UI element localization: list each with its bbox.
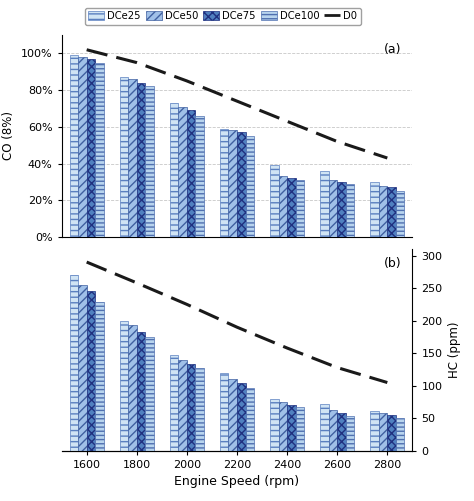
Bar [178,107,187,237]
Bar [337,413,346,451]
Bar [237,132,246,237]
Bar [128,79,137,237]
Bar [146,337,154,451]
Text: (a): (a) [384,43,402,56]
Bar [279,176,287,237]
Bar [279,402,287,451]
Bar [296,407,304,451]
Bar [220,373,228,451]
Bar [237,383,246,451]
Bar [87,292,95,451]
Bar [387,415,396,451]
Bar [187,110,195,237]
Bar [228,130,237,237]
Bar [287,405,296,451]
Bar [95,63,104,237]
Bar [246,136,254,237]
Bar [228,379,237,451]
Y-axis label: HC (ppm): HC (ppm) [448,322,461,378]
Bar [78,57,87,237]
Bar [396,418,404,451]
Bar [346,184,354,237]
Bar [320,171,328,237]
Bar [128,325,137,451]
Bar [246,388,254,451]
Bar [195,116,204,237]
Bar [170,355,178,451]
Bar [170,103,178,237]
Bar [387,187,396,237]
Bar [95,303,104,451]
Bar [320,404,328,451]
Text: (b): (b) [384,257,402,270]
Bar [195,368,204,451]
Bar [187,364,195,451]
Bar [120,321,128,451]
Bar [270,399,279,451]
Bar [370,182,379,237]
Bar [328,180,337,237]
Bar [70,55,78,237]
Bar [379,413,387,451]
X-axis label: Engine Speed (rpm): Engine Speed (rpm) [174,475,300,488]
Bar [337,182,346,237]
Bar [396,191,404,237]
Bar [379,185,387,237]
Bar [270,165,279,237]
Bar [78,285,87,451]
Bar [87,59,95,237]
Bar [287,178,296,237]
Bar [146,87,154,237]
Y-axis label: CO (8%): CO (8%) [2,112,16,160]
Bar [70,275,78,451]
Bar [346,416,354,451]
Bar [178,360,187,451]
Bar [370,410,379,451]
Legend: DCe25, DCe50, DCe75, DCe100, D0: DCe25, DCe50, DCe75, DCe100, D0 [85,8,361,25]
Bar [137,83,146,237]
Bar [328,410,337,451]
Bar [220,129,228,237]
Bar [296,180,304,237]
Bar [120,77,128,237]
Bar [137,332,146,451]
